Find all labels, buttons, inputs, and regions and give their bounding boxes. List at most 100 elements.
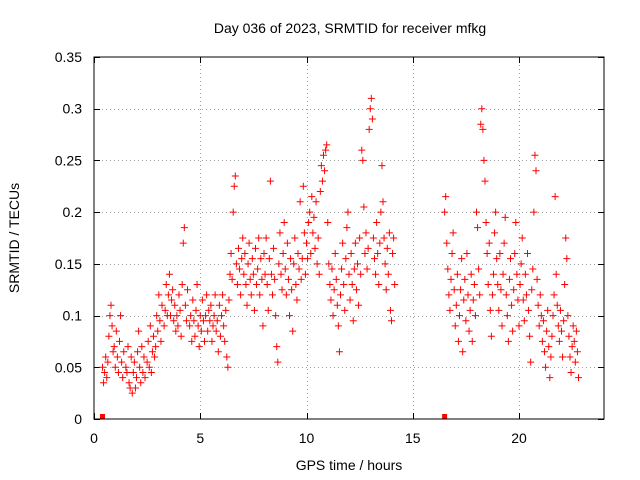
data-point [247,291,255,299]
data-point [191,332,199,340]
data-point [466,306,474,314]
data-point [567,368,575,376]
data-point [306,208,314,216]
data-point [313,260,321,268]
data-point [204,327,212,335]
data-point [235,244,242,252]
data-point [210,312,218,320]
data-point [499,270,507,278]
data-point [451,322,459,330]
data-point [108,322,116,330]
data-point [226,270,234,278]
data-point [320,151,327,159]
data-point [381,260,389,268]
data-point [382,286,390,294]
data-point [187,312,195,320]
data-point [356,234,364,242]
data-point [359,156,367,164]
data-point [186,322,194,330]
data-point [568,343,576,351]
data-point [266,177,274,185]
data-point [361,250,369,258]
data-point [290,260,298,268]
data-point [481,177,489,185]
data-point [561,281,569,289]
data-point [138,343,146,351]
data-point [384,270,392,278]
data-point [134,348,142,356]
data-point [189,296,197,304]
data-point [449,229,457,237]
data-point [129,368,137,376]
data-point [249,270,257,278]
data-point [378,162,386,170]
data-point [446,306,454,314]
data-point [497,286,505,294]
data-point [241,250,249,258]
data-point [386,306,394,314]
data-point [345,270,353,278]
data-point [552,270,560,278]
data-point [341,306,349,314]
data-point [352,286,360,294]
data-point [164,291,172,299]
data-point [192,306,200,314]
data-point [485,239,493,247]
data-point [508,301,516,309]
data-point [184,286,191,294]
data-point [215,301,223,309]
data-point [205,306,213,314]
data-point [340,281,348,289]
plot-frame [93,56,605,420]
data-point [324,218,332,226]
data-point [496,250,504,258]
data-point [452,301,460,309]
data-point [445,291,453,299]
data-point [329,312,337,320]
data-point [543,327,551,335]
data-point [202,312,210,320]
data-gap-marker [100,414,105,419]
data-point [237,291,245,299]
data-point [513,270,521,278]
data-point [450,286,458,294]
data-point [473,208,480,216]
data-point [322,146,330,154]
data-point [303,239,310,247]
data-point [550,291,558,299]
x-tick-label: 10 [299,430,315,446]
data-point [471,312,479,320]
data-point [267,270,275,278]
data-point [377,208,385,216]
data-point [464,291,472,299]
data-point [133,374,140,382]
y-tick-label: 0.05 [55,359,82,375]
data-point [376,239,384,247]
data-point [230,182,238,190]
data-point [137,379,145,387]
data-point [442,193,450,201]
data-point [447,275,455,283]
data-point [209,322,217,330]
data-point [575,374,582,382]
data-point [558,327,565,335]
data-point [355,301,363,309]
data-point [458,255,466,263]
data-point [144,337,152,345]
data-point [309,229,317,237]
data-point [222,306,230,314]
data-point [545,343,553,351]
data-point [199,317,207,325]
data-point [463,250,471,258]
data-point [275,260,283,268]
data-point [536,291,544,299]
data-point [273,343,281,351]
data-point [262,234,270,242]
data-point [113,353,121,361]
data-point [372,270,380,278]
data-point [357,270,365,278]
data-point [480,156,488,164]
data-point [388,317,395,325]
data-point [212,327,220,335]
data-point [502,291,510,299]
